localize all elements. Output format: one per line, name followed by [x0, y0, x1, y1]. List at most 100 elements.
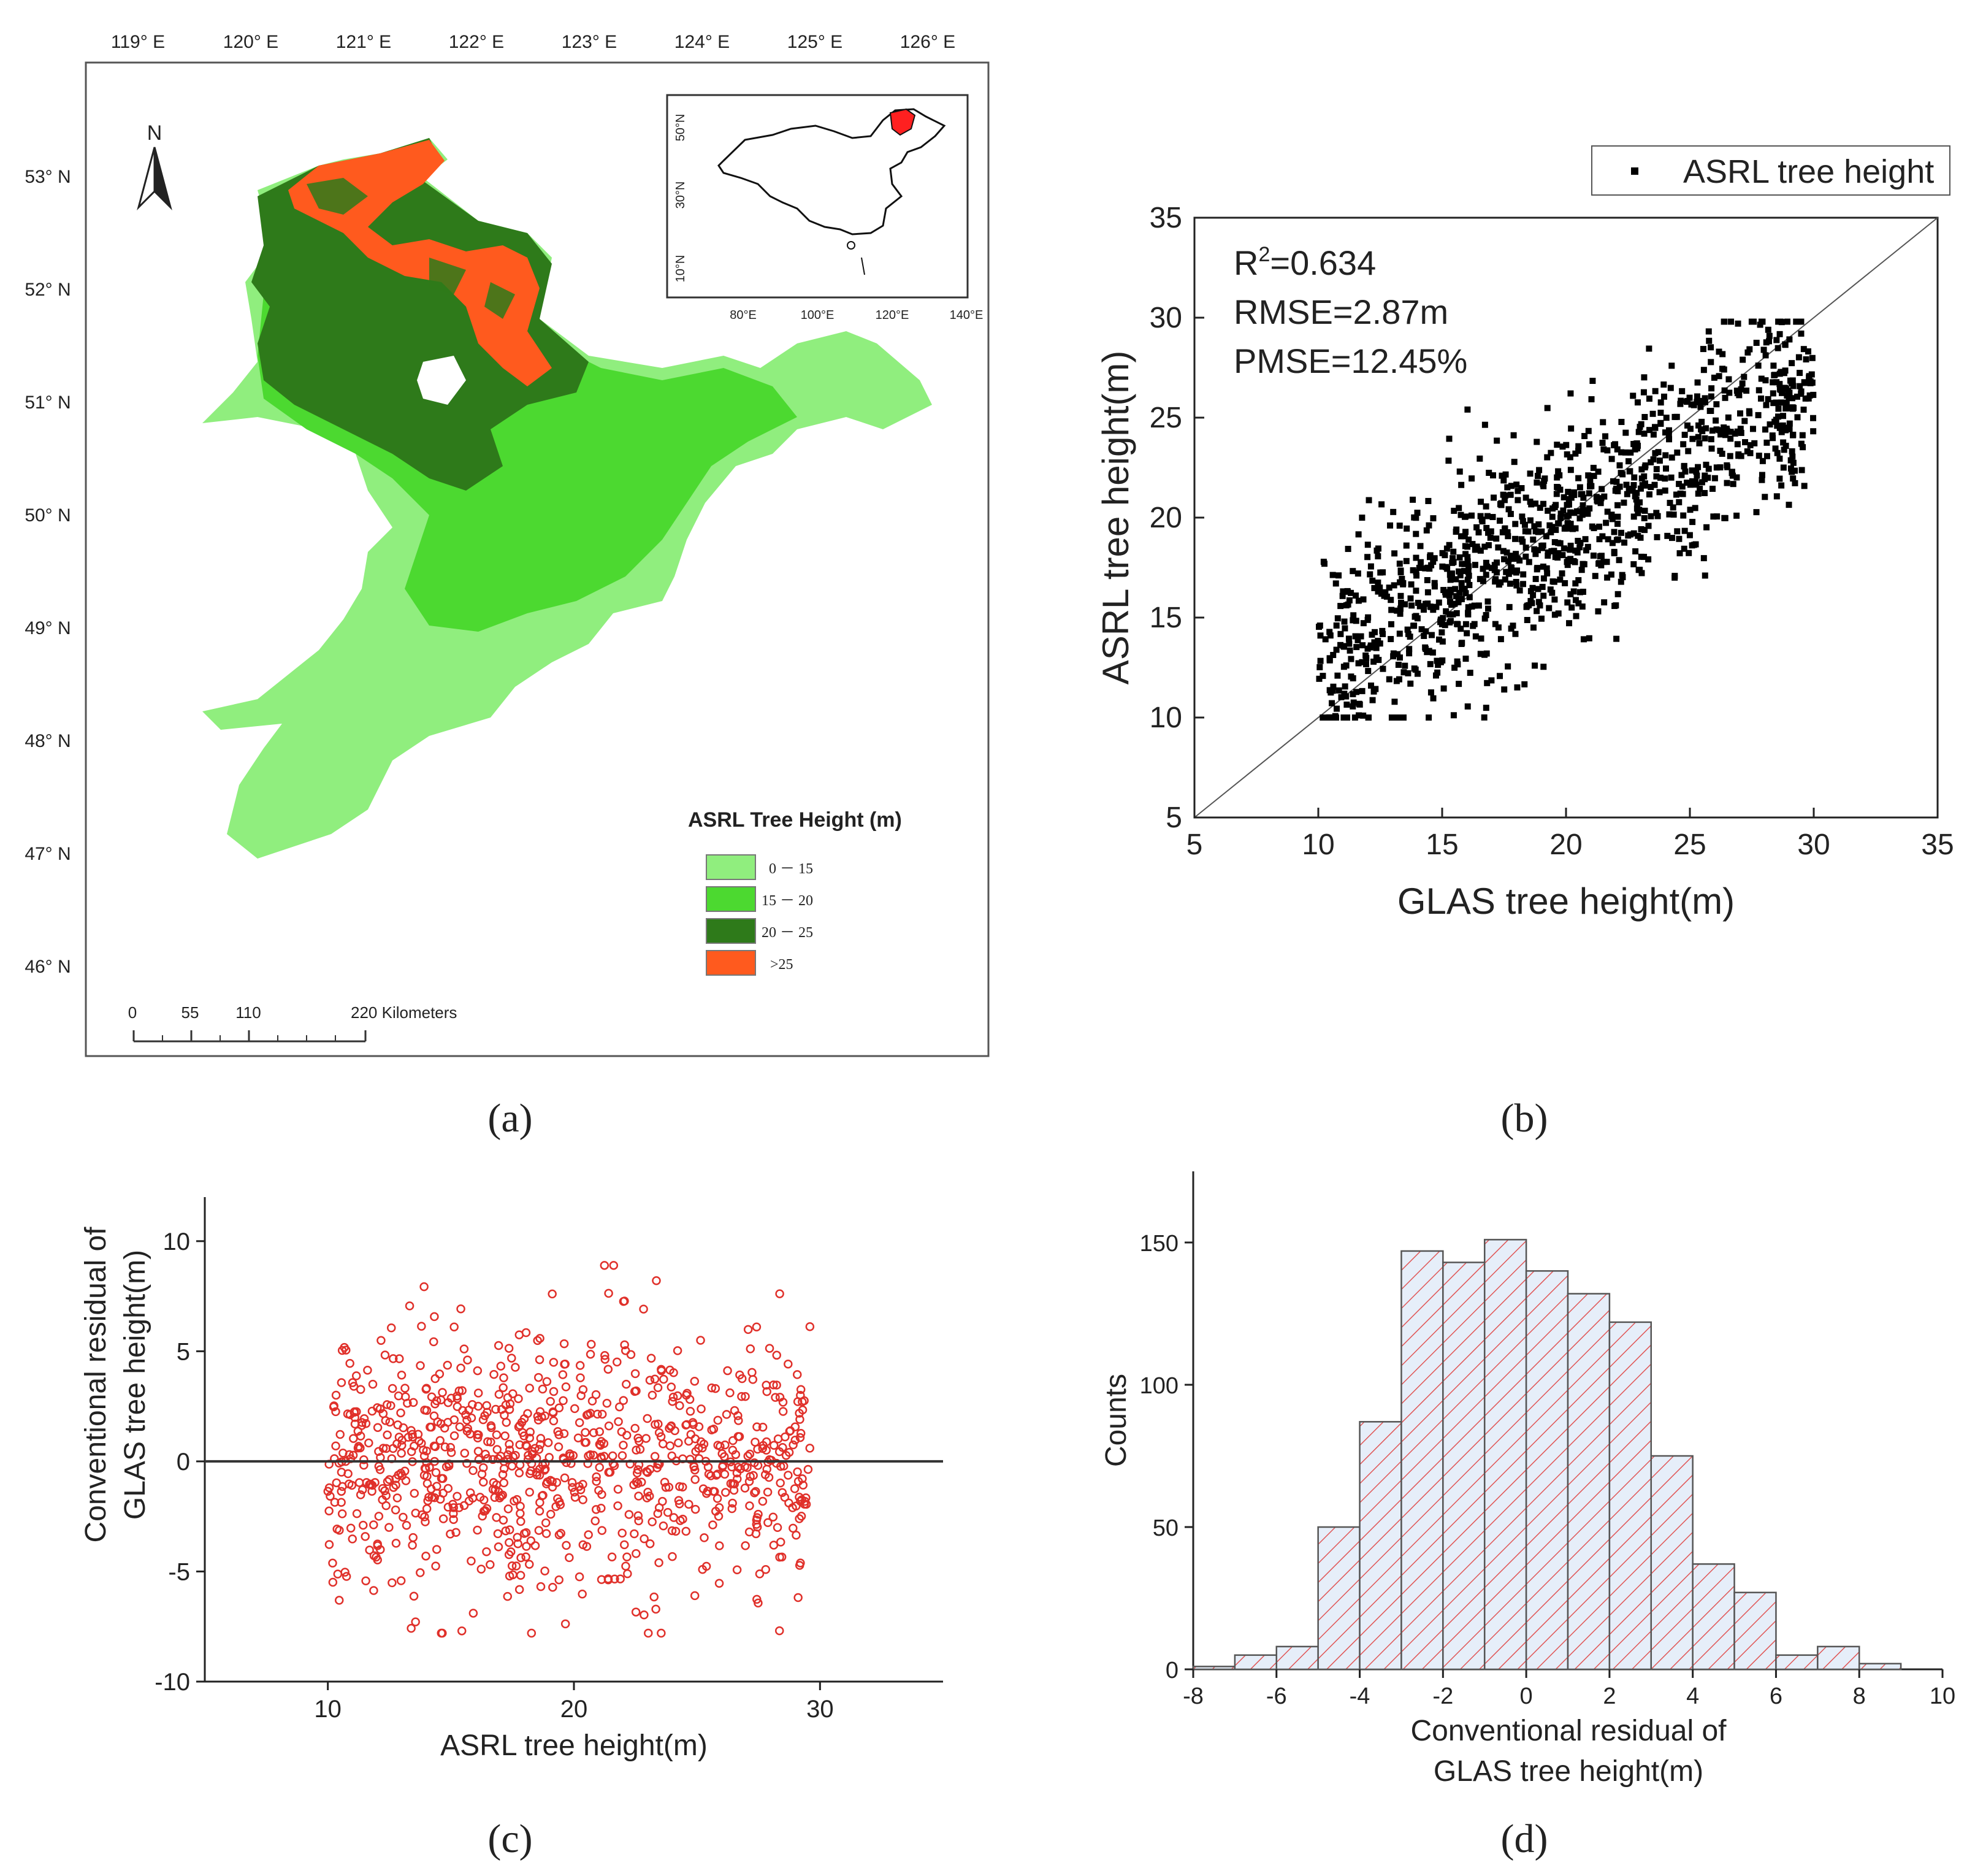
scatter-point [1466, 581, 1473, 588]
residual-point [622, 1552, 632, 1562]
scatter-point [1787, 465, 1794, 472]
scatter-point [1625, 485, 1632, 492]
scatter-point [1616, 483, 1623, 490]
scatter-point [1648, 513, 1654, 519]
residual-point [600, 1351, 609, 1360]
scatter-point [1802, 395, 1809, 402]
scatter-point [1622, 429, 1629, 436]
scatter-point [1736, 410, 1743, 417]
residual-point [686, 1455, 695, 1464]
scatter-point [1518, 536, 1525, 543]
residual-point [690, 1377, 700, 1386]
scatter-point [1512, 535, 1519, 542]
scatter-point [1746, 408, 1752, 415]
map-lon-labels: 119° E 120° E 121° E 122° E 123° E 124° … [111, 32, 955, 52]
residual-point [479, 1495, 489, 1505]
residual-point [752, 1515, 762, 1525]
residual-point [513, 1539, 522, 1549]
scatter-point [1353, 644, 1360, 651]
scatter-point [1708, 393, 1714, 400]
scatter-point [1371, 629, 1378, 635]
scatter-point [1765, 396, 1771, 402]
scatter-point [1727, 429, 1734, 435]
scatter-point [1713, 464, 1720, 471]
scatter-point [1510, 432, 1517, 438]
residual-point [365, 1545, 374, 1555]
scatter-point [1466, 594, 1473, 600]
scatter-point [1641, 374, 1648, 381]
residual-point [427, 1392, 437, 1401]
residual-point [505, 1538, 514, 1547]
residual-point [607, 1552, 617, 1561]
scatter-point [1346, 640, 1353, 647]
residual-point [641, 1434, 651, 1443]
scatter-point [1576, 544, 1583, 551]
residual-point [721, 1488, 730, 1497]
residual-point [620, 1540, 629, 1550]
scatter-point [1432, 672, 1439, 679]
residual-point [345, 1410, 355, 1419]
scatter-point [1640, 389, 1647, 396]
residual-point [620, 1340, 629, 1350]
residual-point [576, 1391, 586, 1400]
x-tick-label: -2 [1432, 1683, 1453, 1709]
chart-b-x-ticks: 5 10 15 20 25 30 35 [1186, 808, 1954, 861]
chart-b-legend-frame [1591, 145, 1950, 196]
scatter-point [1344, 588, 1351, 595]
scatter-point [1364, 554, 1371, 561]
scatter-point [1507, 491, 1514, 498]
residual-point [640, 1534, 649, 1544]
scatter-point [1716, 427, 1722, 434]
scatter-point [1551, 596, 1558, 603]
scatter-point [1722, 432, 1729, 438]
residual-point [701, 1561, 711, 1571]
scatter-point [1540, 592, 1547, 599]
residual-point [419, 1282, 429, 1292]
residual-point [525, 1487, 534, 1497]
scalebar-label: 55 [181, 1003, 199, 1022]
scatter-point [1465, 569, 1472, 575]
residual-point [334, 1596, 344, 1605]
forest-gap [417, 356, 466, 405]
scatter-point [1397, 610, 1404, 617]
residual-point [514, 1394, 523, 1403]
rmse-label: RMSE=2.87m [1234, 293, 1448, 331]
scatter-point [1572, 580, 1579, 587]
scatter-point [1790, 383, 1797, 389]
residual-point [554, 1442, 563, 1452]
scatter-point [1680, 441, 1687, 448]
scatter-point [1801, 483, 1808, 489]
scatter-point [1762, 494, 1768, 500]
scatter-point [1388, 714, 1395, 721]
scatter-point [1541, 475, 1548, 482]
residual-point [684, 1499, 693, 1509]
scatter-point [1667, 500, 1673, 507]
residual-point [769, 1541, 779, 1550]
residual-point [331, 1390, 341, 1400]
scatter-point [1702, 425, 1709, 432]
scatter-point [1801, 379, 1808, 386]
scatter-point [1442, 622, 1448, 629]
scatter-point [1516, 557, 1523, 564]
scatter-point [1464, 703, 1471, 710]
scatter-point [1343, 602, 1350, 609]
residual-point [430, 1493, 439, 1503]
scatter-point [1400, 580, 1407, 586]
scatter-point [1369, 697, 1376, 703]
residual-point [514, 1330, 524, 1339]
scatter-point [1630, 513, 1637, 520]
residual-point [386, 1401, 395, 1411]
scatter-point [1322, 636, 1329, 643]
scatter-point [1570, 588, 1577, 595]
residual-point [421, 1384, 431, 1394]
chart-b-legend: ASRL tree height [1591, 145, 1950, 196]
residual-point [660, 1477, 670, 1487]
legend-swatch-over-25 [706, 950, 756, 976]
scatter-point [1396, 523, 1403, 529]
residual-point [790, 1484, 800, 1493]
scatter-point [1447, 618, 1454, 624]
residual-point [432, 1545, 441, 1554]
scatter-point [1767, 421, 1773, 428]
scatter-point [1798, 318, 1805, 325]
